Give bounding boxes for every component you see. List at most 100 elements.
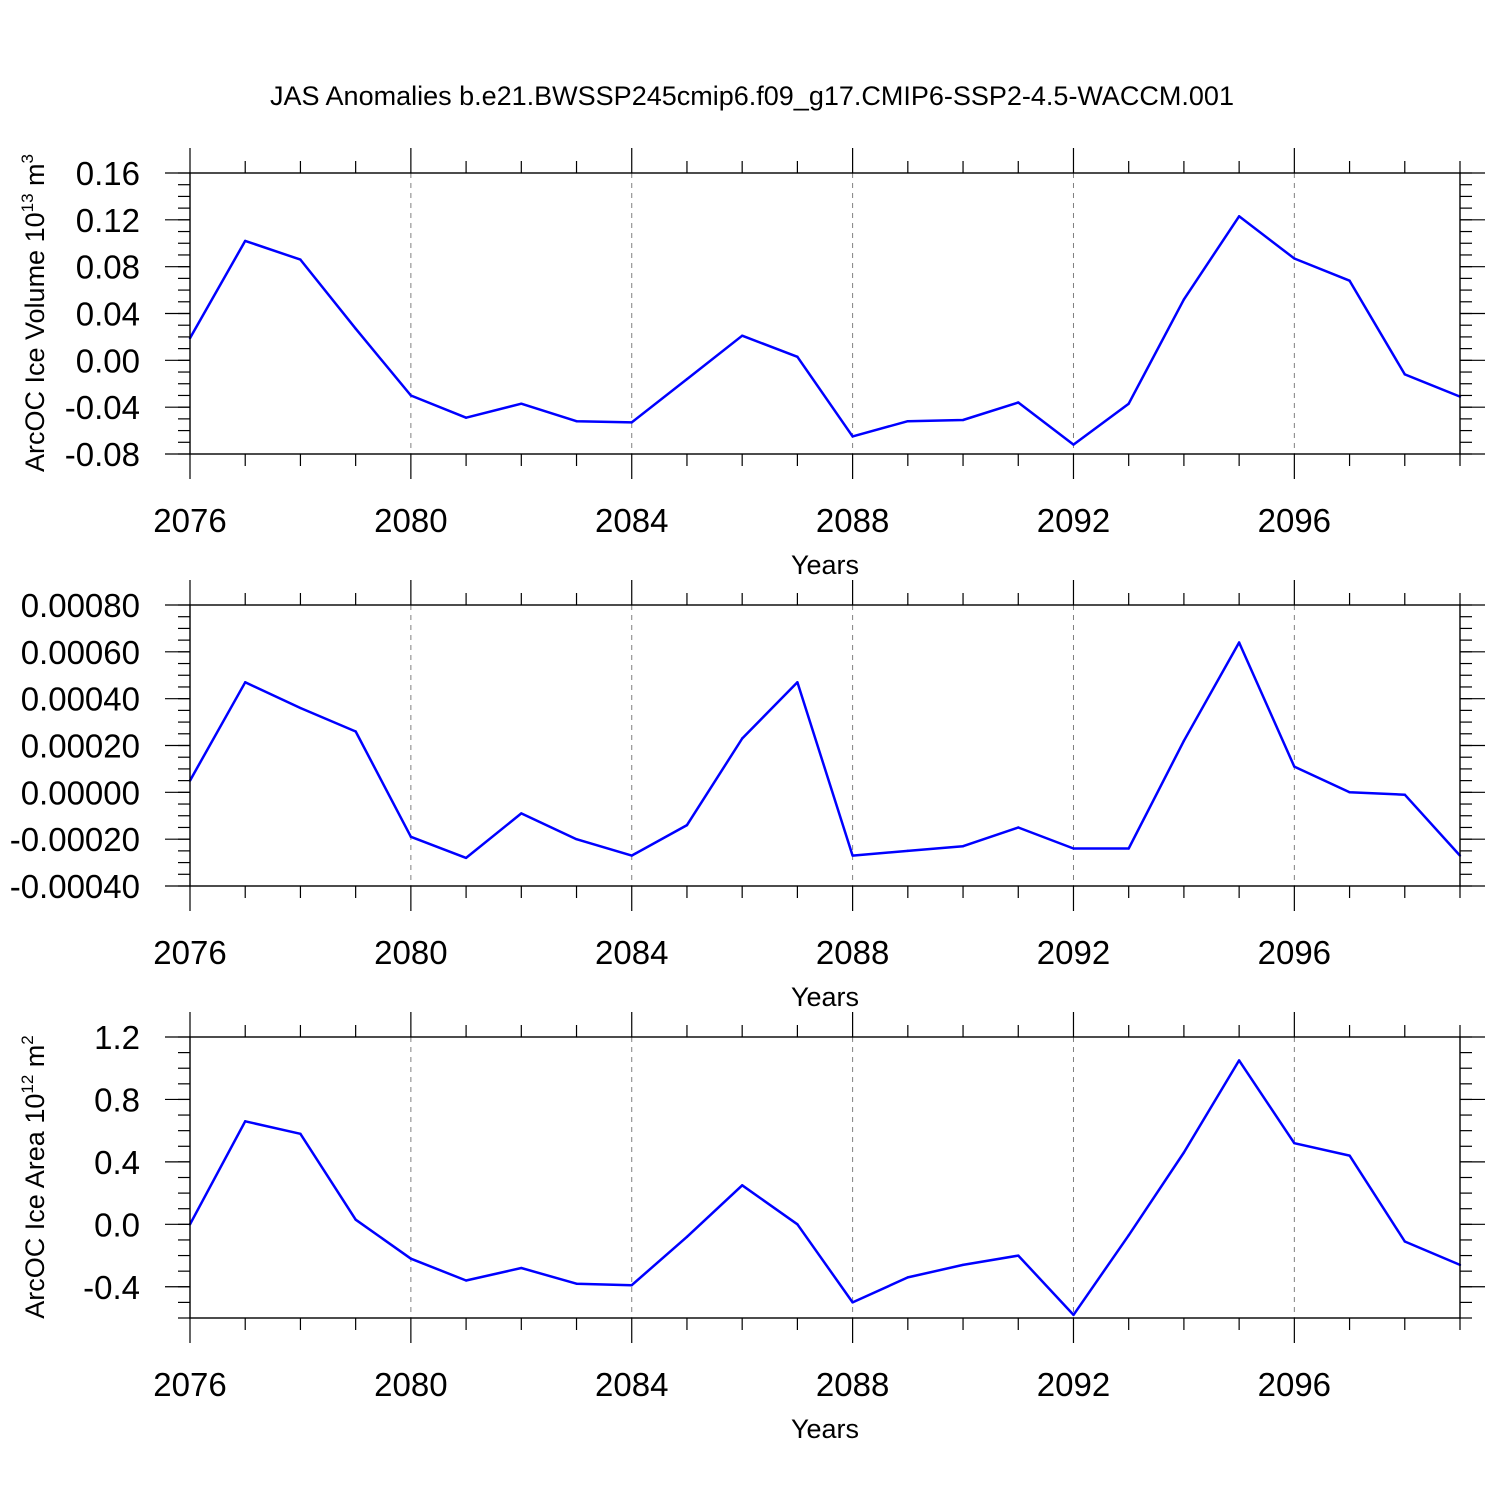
data-point (1403, 793, 1406, 796)
data-point (1072, 1313, 1075, 1317)
x-tick-label: 2076 (153, 1366, 226, 1403)
data-point (796, 355, 799, 359)
data-point (1072, 443, 1075, 446)
y-tick-label: 0.00040 (21, 681, 140, 718)
panel-frame (189, 172, 1461, 455)
plot-frame (189, 604, 1461, 887)
data-point (1182, 739, 1186, 743)
x-tick-label: 2080 (374, 1366, 447, 1403)
data-point (1182, 1151, 1186, 1154)
data-point (464, 856, 468, 860)
y-tick-label: -0.08 (65, 436, 140, 473)
y-tick-label: 0.00060 (21, 634, 140, 671)
y-tick-label: 0.4 (94, 1144, 140, 1181)
data-point (1293, 1141, 1296, 1145)
x-tick-label: 2076 (153, 502, 226, 539)
data-line (188, 1059, 1461, 1317)
x-tick-label: 2088 (816, 502, 889, 539)
data-point (685, 1235, 689, 1239)
y-tick-label: -0.04 (65, 389, 140, 426)
data-point (354, 327, 357, 330)
data-point (409, 1257, 413, 1260)
data-point (299, 258, 302, 261)
data-point (244, 681, 247, 684)
panel-grid (410, 1037, 1295, 1318)
data-point (740, 334, 744, 337)
data-point (354, 730, 357, 733)
figure-title: JAS Anomalies b.e21.BWSSP245cmip6.f09_g1… (270, 81, 1234, 111)
data-point (1127, 402, 1130, 405)
y-tick-labels: -0.08 -0.04 0.00 0.04 0.08 0.12 0.16 (65, 155, 140, 473)
data-point (685, 823, 689, 827)
x-tick-label: 2084 (595, 502, 668, 539)
x-axis-label: Years (791, 550, 859, 580)
y-tick-label: 0.0 (94, 1206, 140, 1243)
data-point (1293, 257, 1296, 260)
series-line (188, 641, 1462, 860)
data-point (1182, 298, 1186, 301)
series-line (188, 215, 1462, 446)
data-point (1237, 641, 1241, 644)
y-tick-label: 0.04 (76, 296, 140, 333)
y-tick-label: 0.08 (76, 249, 140, 286)
data-point (796, 1223, 799, 1226)
data-point (906, 1276, 910, 1279)
y-tick-label: -0.4 (83, 1269, 140, 1306)
y-tick-label: 0.00000 (21, 774, 140, 811)
x-tick-labels: 2076 2080 2084 2088 2092 2096 (153, 502, 1331, 539)
data-point (1127, 847, 1130, 850)
plot-frame (189, 1036, 1461, 1319)
data-point (851, 435, 854, 438)
data-point (961, 844, 965, 848)
data-point (244, 239, 247, 243)
x-axis-label: Years (791, 1414, 859, 1444)
data-point (1403, 373, 1406, 376)
data-point (630, 421, 633, 424)
panel-grid (410, 605, 1295, 886)
data-point (1237, 1059, 1241, 1062)
y-tick-labels: -0.00040 -0.00020 0.00000 0.00020 0.00040 0.0… (10, 587, 140, 905)
x-axis-label: Years (791, 982, 859, 1012)
axis-ticks (165, 580, 1485, 911)
y-tick-labels: -0.4 0.0 0.4 0.8 1.2 (83, 1019, 140, 1306)
x-tick-label: 2096 (1258, 502, 1331, 539)
data-point (1293, 765, 1296, 768)
plot-frame (189, 172, 1461, 455)
x-tick-label: 2092 (1037, 502, 1110, 539)
data-point (520, 1266, 523, 1270)
data-point (464, 1279, 468, 1282)
data-point (630, 1284, 633, 1287)
data-line (188, 215, 1461, 446)
data-point (1127, 1234, 1130, 1237)
data-point (575, 1282, 578, 1285)
data-point (520, 812, 523, 815)
data-line (188, 641, 1461, 860)
panel-grid (410, 173, 1295, 454)
series-line (188, 1059, 1462, 1317)
data-point (906, 849, 910, 853)
data-point (1348, 791, 1351, 794)
data-point (1237, 215, 1241, 218)
data-point (851, 854, 854, 857)
data-point (299, 1132, 302, 1135)
data-point (1017, 401, 1020, 404)
y-tick-label: 0.8 (94, 1081, 140, 1118)
x-tick-labels: 2076 2080 2084 2088 2092 2096 (153, 934, 1331, 971)
y-tick-label: 0.12 (76, 202, 140, 239)
data-point (409, 394, 413, 397)
axis-ticks (165, 148, 1485, 479)
data-point (685, 377, 689, 381)
x-tick-label: 2084 (595, 1366, 668, 1403)
x-tick-label: 2096 (1258, 1366, 1331, 1403)
data-point (1403, 1240, 1406, 1243)
x-tick-label: 2088 (816, 934, 889, 971)
y-tick-label: -0.00020 (10, 821, 140, 858)
data-point (1017, 1254, 1020, 1257)
x-tick-label: 2080 (374, 502, 447, 539)
axis-ticks (165, 1012, 1485, 1343)
data-point (740, 1184, 744, 1187)
panel-frame (189, 1036, 1461, 1319)
panel-middle-series: -0.00040 -0.00020 0.00000 0.00020 0.00040 0.0… (10, 580, 1485, 1012)
y-tick-label: 0.16 (76, 155, 140, 192)
data-point (740, 737, 744, 740)
